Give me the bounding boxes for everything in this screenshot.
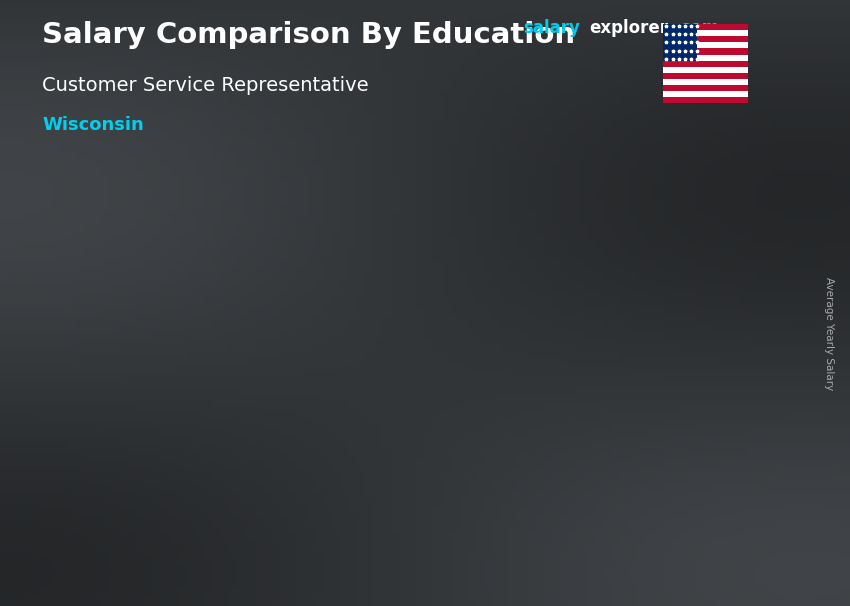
Text: 52,100 USD: 52,100 USD xyxy=(570,250,661,264)
Text: 37,700 USD: 37,700 USD xyxy=(347,319,438,334)
Bar xyxy=(663,24,748,30)
Bar xyxy=(663,73,748,79)
Polygon shape xyxy=(138,400,223,405)
Bar xyxy=(663,36,748,42)
Bar xyxy=(663,97,748,103)
Bar xyxy=(663,55,748,61)
Text: +43%: +43% xyxy=(238,208,310,228)
Text: +38%: +38% xyxy=(484,160,556,180)
Text: High School: High School xyxy=(133,546,215,560)
Bar xyxy=(663,91,748,97)
Bar xyxy=(663,48,748,55)
Text: Bachelor's
Degree: Bachelor's Degree xyxy=(584,546,656,576)
Polygon shape xyxy=(209,400,223,527)
Bar xyxy=(663,61,748,67)
Bar xyxy=(663,24,697,61)
Text: .com: .com xyxy=(674,19,719,38)
Bar xyxy=(663,85,748,91)
Text: salary: salary xyxy=(523,19,580,38)
Polygon shape xyxy=(361,344,446,351)
Polygon shape xyxy=(433,344,446,527)
Bar xyxy=(663,42,748,48)
Text: Certificate or
Diploma: Certificate or Diploma xyxy=(351,546,442,576)
Polygon shape xyxy=(361,351,433,527)
Text: Wisconsin: Wisconsin xyxy=(42,116,144,135)
Polygon shape xyxy=(584,275,669,284)
Polygon shape xyxy=(138,405,209,527)
Polygon shape xyxy=(584,284,655,527)
Text: Customer Service Representative: Customer Service Representative xyxy=(42,76,369,95)
Bar xyxy=(663,67,748,73)
Text: 26,300 USD: 26,300 USD xyxy=(124,375,215,389)
Polygon shape xyxy=(655,275,669,527)
Bar xyxy=(663,30,748,36)
Bar xyxy=(663,79,748,85)
Text: Average Yearly Salary: Average Yearly Salary xyxy=(824,277,834,390)
Text: Salary Comparison By Education: Salary Comparison By Education xyxy=(42,21,575,49)
Text: explorer: explorer xyxy=(589,19,668,38)
